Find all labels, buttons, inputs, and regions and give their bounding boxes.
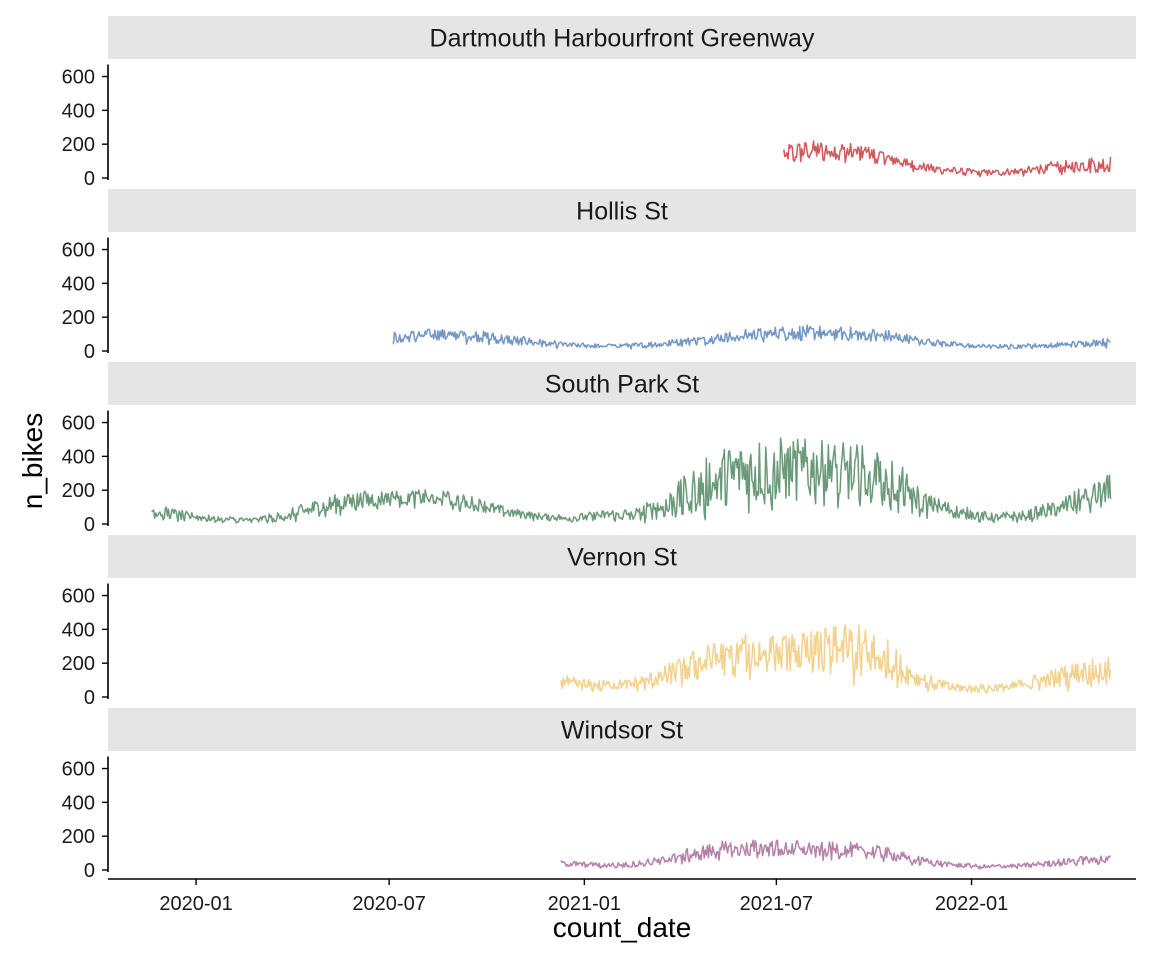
y-tick-label: 0 <box>84 687 95 709</box>
series-line <box>560 624 1112 694</box>
y-tick-label: 600 <box>62 759 95 781</box>
y-tick-label: 200 <box>62 480 95 502</box>
y-axis-title: n_bikes <box>17 413 48 510</box>
facet-strip <box>108 708 1136 751</box>
facet-panel: Vernon St 0 200 400 600 <box>62 535 1136 709</box>
x-tick-label: 2021-07 <box>740 893 813 915</box>
facet-strip-label: Windsor St <box>561 717 683 745</box>
y-tick-label: 400 <box>62 100 95 122</box>
facet-strip-label: Dartmouth Harbourfront Greenway <box>430 25 815 53</box>
facet-panels: Dartmouth Harbourfront Greenway 0 200 400 60… <box>62 16 1136 882</box>
x-tick-label: 2020-01 <box>159 893 232 915</box>
y-tick-label: 0 <box>84 341 95 363</box>
facet-strip <box>108 16 1136 59</box>
y-tick-label: 200 <box>62 826 95 848</box>
facet-strip-label: Vernon St <box>567 544 677 572</box>
facet-strip-label: South Park St <box>545 371 699 399</box>
series-line <box>783 140 1112 178</box>
y-tick-label: 0 <box>84 514 95 536</box>
x-tick-label: 2021-01 <box>548 893 621 915</box>
y-tick-label: 600 <box>62 240 95 262</box>
facet-panel: Hollis St 0 200 400 600 <box>62 189 1136 363</box>
series-line <box>151 437 1112 524</box>
x-axis-title: count_date <box>553 912 692 943</box>
facet-strip <box>108 535 1136 578</box>
x-axis-ticks: 2020-01 2020-07 2021-01 2021-07 2022-01 <box>159 879 1008 915</box>
y-tick-label: 400 <box>62 792 95 814</box>
facet-strip <box>108 362 1136 405</box>
series-line <box>392 324 1112 350</box>
y-tick-label: 400 <box>62 273 95 295</box>
y-tick-label: 400 <box>62 619 95 641</box>
y-tick-label: 600 <box>62 67 95 89</box>
y-tick-label: 200 <box>62 653 95 675</box>
y-tick-label: 200 <box>62 307 95 329</box>
x-tick-label: 2022-01 <box>935 893 1008 915</box>
y-tick-label: 600 <box>62 413 95 435</box>
facet-panel: South Park St 0 200 400 600 <box>62 362 1136 536</box>
y-tick-label: 400 <box>62 446 95 468</box>
y-tick-label: 0 <box>84 860 95 882</box>
y-tick-label: 0 <box>84 168 95 190</box>
y-tick-label: 200 <box>62 134 95 156</box>
facet-strip <box>108 189 1136 232</box>
y-tick-label: 600 <box>62 586 95 608</box>
facet-panel: Windsor St 0 200 400 600 <box>62 708 1136 882</box>
x-tick-label: 2020-07 <box>352 893 425 915</box>
facet-panel: Dartmouth Harbourfront Greenway 0 200 400 60… <box>62 16 1136 190</box>
facet-strip-label: Hollis St <box>576 198 668 226</box>
x-axis: 2020-01 2020-07 2021-01 2021-07 2022-01 <box>108 878 1136 915</box>
series-line <box>560 839 1112 870</box>
